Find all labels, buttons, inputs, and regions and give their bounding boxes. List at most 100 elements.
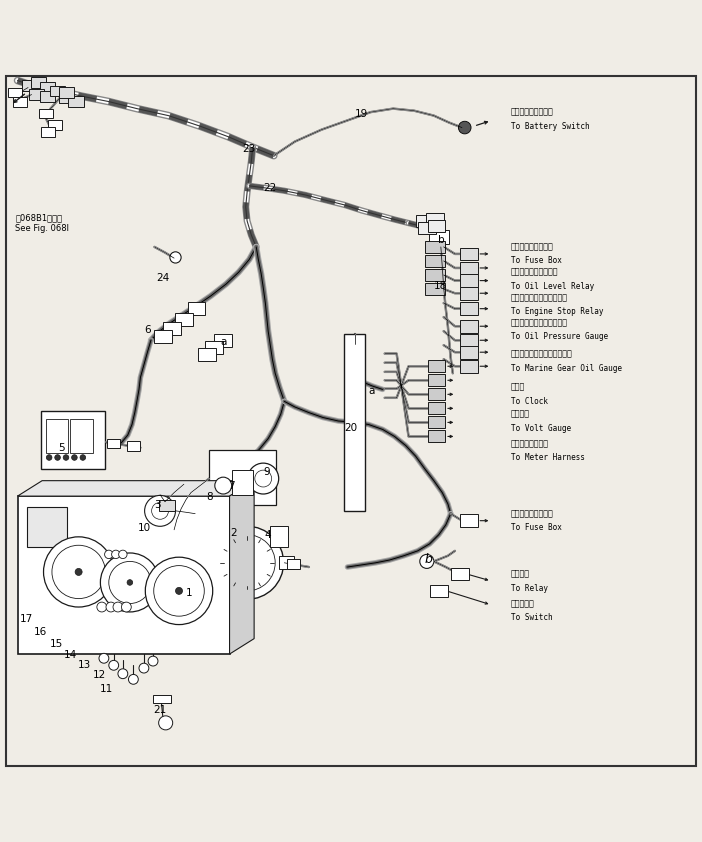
Text: バッテリスイッチへ: バッテリスイッチへ bbox=[511, 108, 554, 117]
Text: 19: 19 bbox=[355, 109, 368, 119]
Circle shape bbox=[99, 653, 109, 663]
Circle shape bbox=[145, 557, 213, 625]
Text: 電圧計へ: 電圧計へ bbox=[511, 409, 530, 418]
Bar bbox=[232, 470, 253, 495]
Text: 20: 20 bbox=[345, 423, 357, 433]
Circle shape bbox=[255, 470, 272, 487]
Bar bbox=[209, 450, 276, 505]
Circle shape bbox=[109, 660, 119, 670]
Bar bbox=[188, 302, 206, 315]
Circle shape bbox=[211, 526, 284, 600]
Circle shape bbox=[44, 537, 114, 607]
Bar bbox=[428, 360, 446, 372]
Text: 13: 13 bbox=[78, 660, 91, 670]
Text: 14: 14 bbox=[64, 650, 77, 660]
Text: 8: 8 bbox=[206, 492, 213, 502]
Bar bbox=[460, 287, 478, 300]
Circle shape bbox=[55, 455, 60, 461]
Text: To Fuse Box: To Fuse Box bbox=[511, 257, 562, 265]
Text: To Battery Switch: To Battery Switch bbox=[511, 121, 590, 131]
Bar bbox=[205, 341, 223, 354]
Text: オイルプレッシャゲージへ: オイルプレッシャゲージへ bbox=[511, 318, 568, 328]
Text: ヒューズボックスへ: ヒューズボックスへ bbox=[511, 242, 554, 252]
Text: To Relay: To Relay bbox=[511, 584, 548, 593]
Bar bbox=[22, 80, 37, 91]
Bar bbox=[235, 542, 262, 581]
Circle shape bbox=[215, 477, 232, 494]
Circle shape bbox=[109, 562, 151, 604]
Circle shape bbox=[176, 588, 183, 594]
Bar bbox=[68, 96, 84, 107]
Circle shape bbox=[118, 669, 128, 679]
Circle shape bbox=[128, 674, 138, 685]
Bar bbox=[428, 430, 446, 442]
Circle shape bbox=[152, 503, 168, 520]
Text: 図068B1図参照: 図068B1図参照 bbox=[15, 213, 62, 222]
Bar bbox=[13, 97, 27, 106]
Bar bbox=[451, 568, 469, 580]
Text: 9: 9 bbox=[263, 466, 270, 477]
Bar bbox=[39, 109, 53, 119]
Text: To Clock: To Clock bbox=[511, 397, 548, 406]
Bar bbox=[428, 220, 446, 232]
Text: To Meter Harness: To Meter Harness bbox=[511, 453, 585, 462]
Bar bbox=[107, 439, 120, 449]
Text: エンジンストップリレーへ: エンジンストップリレーへ bbox=[511, 293, 568, 302]
Bar bbox=[425, 283, 445, 295]
Bar bbox=[41, 127, 55, 136]
Text: 24: 24 bbox=[157, 274, 169, 284]
Text: 16: 16 bbox=[34, 626, 47, 637]
Bar bbox=[425, 255, 445, 267]
Bar bbox=[460, 360, 478, 372]
Circle shape bbox=[75, 568, 82, 575]
Text: 11: 11 bbox=[100, 685, 113, 694]
Bar bbox=[41, 411, 105, 469]
Circle shape bbox=[139, 663, 149, 673]
Text: b: b bbox=[437, 235, 444, 245]
Text: 1: 1 bbox=[186, 588, 193, 598]
Bar bbox=[279, 557, 294, 569]
Text: To Engine Stop Relay: To Engine Stop Relay bbox=[511, 307, 604, 316]
Bar bbox=[425, 241, 445, 253]
Text: To Oil Pressure Gauge: To Oil Pressure Gauge bbox=[511, 333, 608, 341]
Bar bbox=[176, 313, 192, 326]
Bar bbox=[59, 88, 74, 98]
Text: To Marine Gear Oil Gauge: To Marine Gear Oil Gauge bbox=[511, 364, 622, 373]
Text: 6: 6 bbox=[144, 325, 151, 335]
Bar bbox=[215, 334, 232, 347]
Circle shape bbox=[159, 716, 173, 730]
Bar bbox=[31, 77, 46, 88]
Polygon shape bbox=[18, 481, 254, 496]
Circle shape bbox=[113, 602, 123, 612]
Bar bbox=[460, 334, 478, 347]
Text: 5: 5 bbox=[58, 443, 65, 453]
Bar bbox=[18, 496, 230, 654]
Bar bbox=[8, 88, 22, 98]
Bar bbox=[29, 89, 44, 100]
Bar bbox=[429, 230, 449, 244]
Bar bbox=[163, 322, 181, 334]
Bar bbox=[460, 320, 478, 333]
Circle shape bbox=[219, 535, 275, 591]
Text: 21: 21 bbox=[154, 706, 166, 715]
Bar bbox=[48, 120, 62, 130]
Bar bbox=[40, 83, 55, 93]
Text: 12: 12 bbox=[93, 670, 106, 680]
Text: 22: 22 bbox=[264, 183, 277, 193]
Text: 18: 18 bbox=[435, 281, 447, 291]
Text: To Volt Gauge: To Volt Gauge bbox=[511, 424, 571, 433]
Circle shape bbox=[121, 602, 131, 612]
Text: To Switch: To Switch bbox=[511, 613, 552, 622]
Bar bbox=[460, 262, 478, 274]
Circle shape bbox=[106, 602, 116, 612]
Text: 17: 17 bbox=[20, 614, 33, 624]
Bar bbox=[344, 334, 365, 511]
Circle shape bbox=[52, 546, 105, 599]
Bar bbox=[159, 499, 175, 511]
Circle shape bbox=[248, 463, 279, 494]
Text: See Fig. 068l: See Fig. 068l bbox=[15, 224, 69, 233]
Circle shape bbox=[46, 455, 52, 461]
Bar bbox=[198, 348, 216, 360]
Bar bbox=[127, 441, 140, 451]
Bar bbox=[50, 86, 65, 96]
